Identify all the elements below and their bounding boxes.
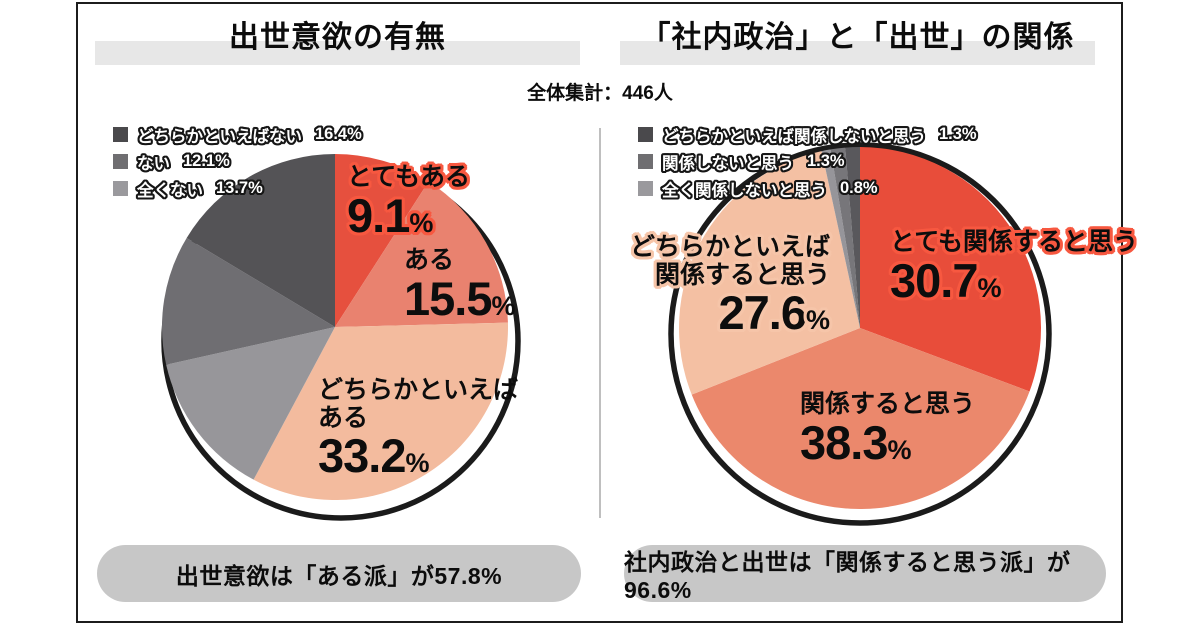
summary-badge-right: 社内政治と出世は「関係すると思う派」が96.6% bbox=[624, 545, 1106, 603]
pie-slice bbox=[335, 181, 508, 327]
legend-swatch bbox=[638, 181, 653, 196]
pie-slice bbox=[821, 149, 860, 328]
legend-value: 13.7% bbox=[216, 179, 263, 197]
legend-right: どちらかといえば関係しないと思う 1.3% 関係しないと思う 1.3% 全く関係… bbox=[638, 121, 977, 202]
legend-value: 0.8% bbox=[840, 179, 878, 197]
summary-badge-left: 出世意欲は「ある派」が57.8% bbox=[97, 545, 581, 602]
right-title-bar bbox=[620, 41, 1095, 65]
pie-slice bbox=[691, 328, 1030, 510]
summary-text-left: 出世意欲は「ある派」が57.8% bbox=[175, 562, 503, 589]
pie-slice bbox=[830, 147, 860, 328]
legend-swatch bbox=[113, 127, 128, 142]
legend-label: 全く関係しないと思う bbox=[662, 181, 827, 200]
legend-value: 1.3% bbox=[807, 152, 845, 170]
pie-slice bbox=[166, 327, 335, 480]
slice-label-kankei-suru: 関係すると思う 38.3% bbox=[800, 390, 976, 469]
pie-slice bbox=[860, 147, 1042, 392]
legend-label: 関係しないと思う bbox=[662, 154, 794, 173]
legend-item: 全くない 13.7% bbox=[113, 175, 362, 202]
slice-label-totemo-kankei: とても関係すると思う 30.7% bbox=[890, 228, 1139, 307]
legend-swatch bbox=[113, 154, 128, 169]
pie-slice bbox=[162, 238, 335, 365]
panel-divider bbox=[599, 128, 601, 518]
legend-value: 12.1% bbox=[183, 152, 230, 170]
pie-slice bbox=[678, 151, 860, 395]
pie-slice bbox=[845, 146, 860, 328]
legend-swatch bbox=[113, 181, 128, 196]
legend-label: 全くない bbox=[137, 181, 203, 200]
summary-text-right: 社内政治と出世は「関係すると思う派」が96.6% bbox=[624, 549, 1071, 603]
legend-item: 全く関係しないと思う 0.8% bbox=[638, 175, 977, 202]
pie-outline-ring bbox=[668, 142, 1052, 526]
left-title-bar bbox=[95, 41, 580, 65]
pie-slice bbox=[186, 154, 335, 327]
pie-slice bbox=[253, 322, 509, 501]
slice-label-dochiraka-kankei: どちらかといえば 関係すると思う 27.6% bbox=[629, 233, 830, 339]
legend-item: どちらかといえばない 16.4% bbox=[113, 121, 362, 148]
legend-left: どちらかといえばない 16.4% ない 12.1% 全くない 13.7% bbox=[113, 121, 362, 202]
legend-value: 1.3% bbox=[939, 125, 977, 143]
pie-chart-career-ambition bbox=[161, 154, 521, 521]
legend-value: 16.4% bbox=[315, 125, 362, 143]
legend-label: ない bbox=[137, 154, 170, 173]
slice-label-totemo-aru: とてもある 9.1% bbox=[347, 163, 471, 242]
legend-item: 関係しないと思う 1.3% bbox=[638, 148, 977, 175]
legend-swatch bbox=[638, 154, 653, 169]
legend-label: どちらかといえばない bbox=[137, 127, 302, 146]
legend-item: どちらかといえば関係しないと思う 1.3% bbox=[638, 121, 977, 148]
legend-item: ない 12.1% bbox=[113, 148, 362, 175]
slice-label-dochiraka-aru: どちらかといえば ある 33.2% bbox=[318, 376, 519, 482]
pie-chart-office-politics bbox=[668, 142, 1052, 526]
pie-slice bbox=[335, 154, 429, 327]
legend-swatch bbox=[638, 127, 653, 142]
legend-label: どちらかといえば関係しないと思う bbox=[662, 127, 926, 146]
left-chart-title: 出世意欲の有無 bbox=[229, 21, 446, 54]
slice-label-aru: ある 15.5% bbox=[404, 246, 516, 325]
total-count: 全体集計：446人 bbox=[527, 83, 673, 104]
right-chart-title: 「社内政治」と「出世」の関係 bbox=[640, 21, 1075, 54]
